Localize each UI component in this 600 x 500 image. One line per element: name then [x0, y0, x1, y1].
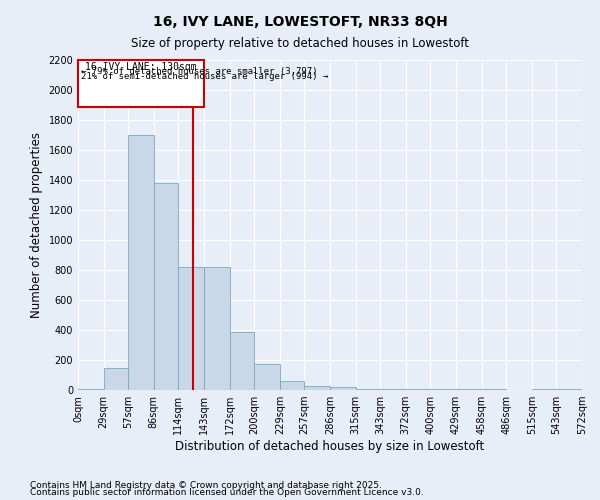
Bar [178, 267, 204, 390]
Bar [280, 381, 304, 390]
Bar [532, 389, 556, 390]
Text: 16 IVY LANE: 130sqm: 16 IVY LANE: 130sqm [85, 62, 196, 72]
Text: Contains public sector information licensed under the Open Government Licence v3: Contains public sector information licen… [30, 488, 424, 497]
X-axis label: Distribution of detached houses by size in Lowestoft: Distribution of detached houses by size … [175, 440, 485, 453]
Bar [304, 386, 330, 390]
Text: ← 79% of detached houses are smaller (3,797): ← 79% of detached houses are smaller (3,… [80, 66, 317, 76]
Bar [406, 389, 430, 390]
Bar [254, 364, 280, 390]
Bar [482, 389, 506, 390]
Bar [456, 389, 482, 390]
Bar [430, 389, 456, 390]
Bar [356, 388, 380, 390]
Bar [128, 135, 154, 390]
Bar [330, 387, 356, 390]
Bar [154, 183, 178, 390]
Text: 21% of semi-detached houses are larger (994) →: 21% of semi-detached houses are larger (… [80, 72, 328, 81]
Bar [78, 388, 104, 390]
Y-axis label: Number of detached properties: Number of detached properties [30, 132, 43, 318]
Bar [230, 332, 254, 390]
Bar [556, 389, 582, 390]
Text: Contains HM Land Registry data © Crown copyright and database right 2025.: Contains HM Land Registry data © Crown c… [30, 480, 382, 490]
Bar [380, 389, 406, 390]
FancyBboxPatch shape [78, 60, 204, 106]
Text: Size of property relative to detached houses in Lowestoft: Size of property relative to detached ho… [131, 38, 469, 51]
Bar [204, 267, 230, 390]
Text: 16, IVY LANE, LOWESTOFT, NR33 8QH: 16, IVY LANE, LOWESTOFT, NR33 8QH [152, 15, 448, 29]
Bar [104, 368, 128, 390]
